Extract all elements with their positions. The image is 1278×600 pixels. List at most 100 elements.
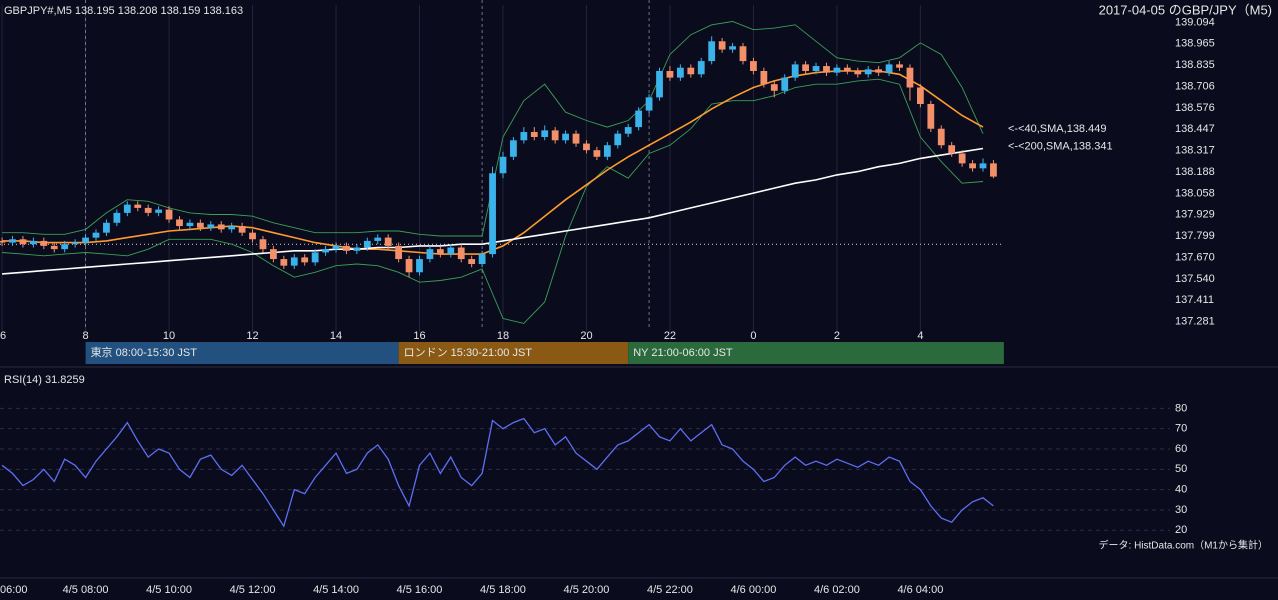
candle-body	[802, 64, 809, 71]
candle-body	[979, 163, 987, 169]
x-tick-label: 4/6 00:00	[730, 584, 776, 596]
candle-body	[19, 239, 27, 245]
y-tick-label: 70	[1175, 423, 1187, 435]
candle-body	[447, 247, 455, 255]
x-tick-label: 4/5 08:00	[63, 584, 109, 596]
candle-body	[478, 254, 486, 265]
candle-body	[906, 67, 914, 88]
candle-body	[520, 132, 528, 141]
candle-body	[61, 244, 69, 250]
candle-body	[583, 143, 590, 151]
x-tick-label: 4/6 04:00	[897, 584, 943, 596]
candle-body	[280, 259, 288, 266]
y-tick-label: 40	[1175, 484, 1187, 496]
candle-body	[489, 173, 496, 255]
candle-body	[750, 61, 757, 71]
candle-body	[885, 64, 893, 73]
session-band	[85, 342, 399, 364]
candle-body	[948, 145, 956, 154]
annotation: <-<40,SMA,138.449	[1008, 123, 1106, 135]
candle-body	[374, 237, 382, 241]
candle-body	[322, 249, 329, 253]
candle-body	[123, 204, 131, 213]
rsi-line	[1, 417, 994, 528]
candle-body	[155, 209, 163, 213]
candle-body	[416, 259, 423, 273]
candle-body	[603, 145, 611, 157]
y-tick-label: 138.576	[1175, 102, 1215, 114]
candle-body	[666, 70, 674, 78]
session-label: 東京 08:00-15:30 JST	[91, 345, 198, 359]
candle-body	[927, 103, 935, 129]
candle-body	[718, 41, 726, 50]
candle-body	[697, 61, 705, 75]
y-tick-label: 20	[1175, 524, 1187, 536]
candle-body	[9, 239, 16, 243]
candle-body	[823, 66, 830, 73]
candle-body	[791, 64, 799, 78]
candle-body	[113, 212, 121, 223]
candle-body	[593, 150, 601, 157]
y-tick-label: 60	[1175, 443, 1187, 455]
candle-body	[708, 41, 716, 62]
x-tick-label: 8	[83, 330, 89, 342]
x-tick-label: 20	[580, 330, 592, 342]
y-tick-label: 138.447	[1175, 123, 1215, 135]
x-tick-label: 4/5 16:00	[397, 584, 443, 596]
candle-body	[499, 156, 507, 174]
x-tick-label: 22	[664, 330, 676, 342]
candle-body	[290, 257, 298, 266]
candle-body	[186, 222, 194, 227]
candle-body	[645, 97, 653, 111]
candle-body	[739, 46, 747, 62]
candle-body	[395, 245, 403, 260]
candle-body	[510, 140, 517, 157]
x-tick-label: 4/6 02:00	[814, 584, 860, 596]
x-tick-label: 4/5 18:00	[480, 584, 526, 596]
candle-body	[134, 204, 142, 208]
chart-title: GBPJPY#,M5 138.195 138.208 138.159 138.1…	[4, 5, 243, 17]
candle-body	[457, 247, 465, 260]
candle-body	[0, 240, 6, 243]
candle-body	[760, 70, 768, 85]
y-tick-label: 138.317	[1175, 145, 1215, 157]
annotation: <-<200,SMA,138.341	[1008, 141, 1113, 153]
candle-body	[196, 222, 204, 228]
x-tick-label: 4	[917, 330, 923, 342]
x-tick-label: 4/5 10:00	[146, 584, 192, 596]
candle-body	[614, 133, 622, 146]
x-tick-label: 4/5 14:00	[313, 584, 359, 596]
candle-body	[812, 66, 820, 71]
candle-body	[384, 237, 392, 246]
y-tick-label: 137.281	[1175, 315, 1215, 327]
chart-title: RSI(14) 31.8259	[4, 374, 85, 386]
candle-body	[833, 67, 841, 73]
x-tick-label: 06:00	[0, 584, 28, 596]
candle-body	[958, 153, 966, 164]
data-source: データ: HistData.com（M1から集計）	[1099, 539, 1268, 552]
candle-body	[969, 163, 976, 169]
candle-body	[165, 209, 173, 220]
candle-body	[50, 245, 58, 250]
candle-body	[343, 245, 350, 251]
candle-body	[729, 46, 736, 50]
y-tick-label: 138.188	[1175, 166, 1215, 178]
x-tick-label: 4/5 20:00	[564, 584, 610, 596]
chart-subtitle: 2017-04-05 のGBP/JPY（M5)	[1099, 2, 1272, 17]
candle-body	[854, 70, 862, 75]
y-tick-label: 137.411	[1175, 294, 1214, 306]
candle-body	[937, 128, 945, 146]
candle-body	[103, 222, 110, 233]
candle-body	[990, 163, 997, 177]
candle-body	[656, 70, 663, 98]
candle-body	[624, 127, 632, 134]
candle-body	[207, 224, 215, 228]
candle-body	[249, 232, 256, 240]
candle-body	[530, 132, 538, 137]
candle-body	[562, 133, 569, 141]
candle-body	[572, 133, 580, 144]
candle-body	[676, 67, 684, 78]
candle-body	[541, 130, 549, 137]
candle-body	[92, 232, 100, 238]
